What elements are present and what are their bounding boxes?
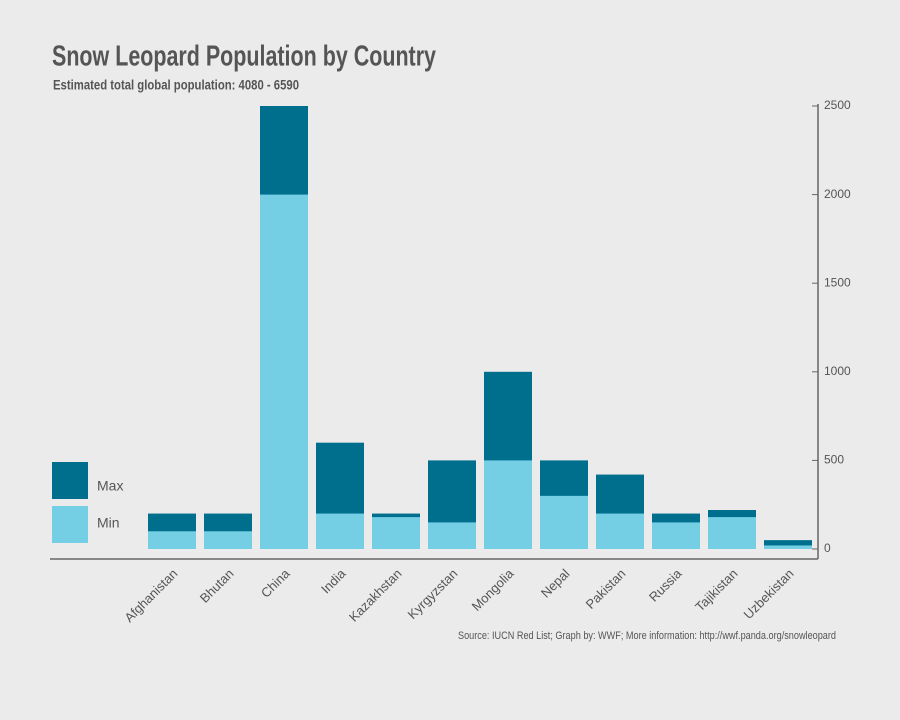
y-tick-label: 500 <box>824 453 844 467</box>
bar <box>260 194 308 549</box>
y-tick-label: 1000 <box>824 364 851 378</box>
legend-swatch <box>52 506 88 543</box>
chart-title: Snow Leopard Population by Country <box>52 41 436 73</box>
bar <box>372 517 420 549</box>
bar <box>428 522 476 549</box>
chart-subtitle: Estimated total global population: 4080 … <box>53 77 299 93</box>
legend-swatch <box>52 462 88 499</box>
bar <box>148 531 196 549</box>
bar <box>764 545 812 549</box>
bar <box>204 531 252 549</box>
y-tick-label: 1500 <box>824 275 851 289</box>
bar <box>708 517 756 549</box>
y-tick-label: 0 <box>824 541 831 555</box>
bar <box>652 522 700 549</box>
bar <box>764 540 812 549</box>
bar <box>484 460 532 549</box>
bar <box>540 495 588 549</box>
y-tick-label: 2000 <box>824 187 851 201</box>
y-tick-label: 2500 <box>824 98 851 112</box>
source-note: Source: IUCN Red List; Graph by: WWF; Mo… <box>458 630 836 642</box>
bar <box>316 513 364 549</box>
bar <box>596 513 644 549</box>
legend-label: Max <box>97 478 123 494</box>
legend-label: Min <box>97 515 120 531</box>
